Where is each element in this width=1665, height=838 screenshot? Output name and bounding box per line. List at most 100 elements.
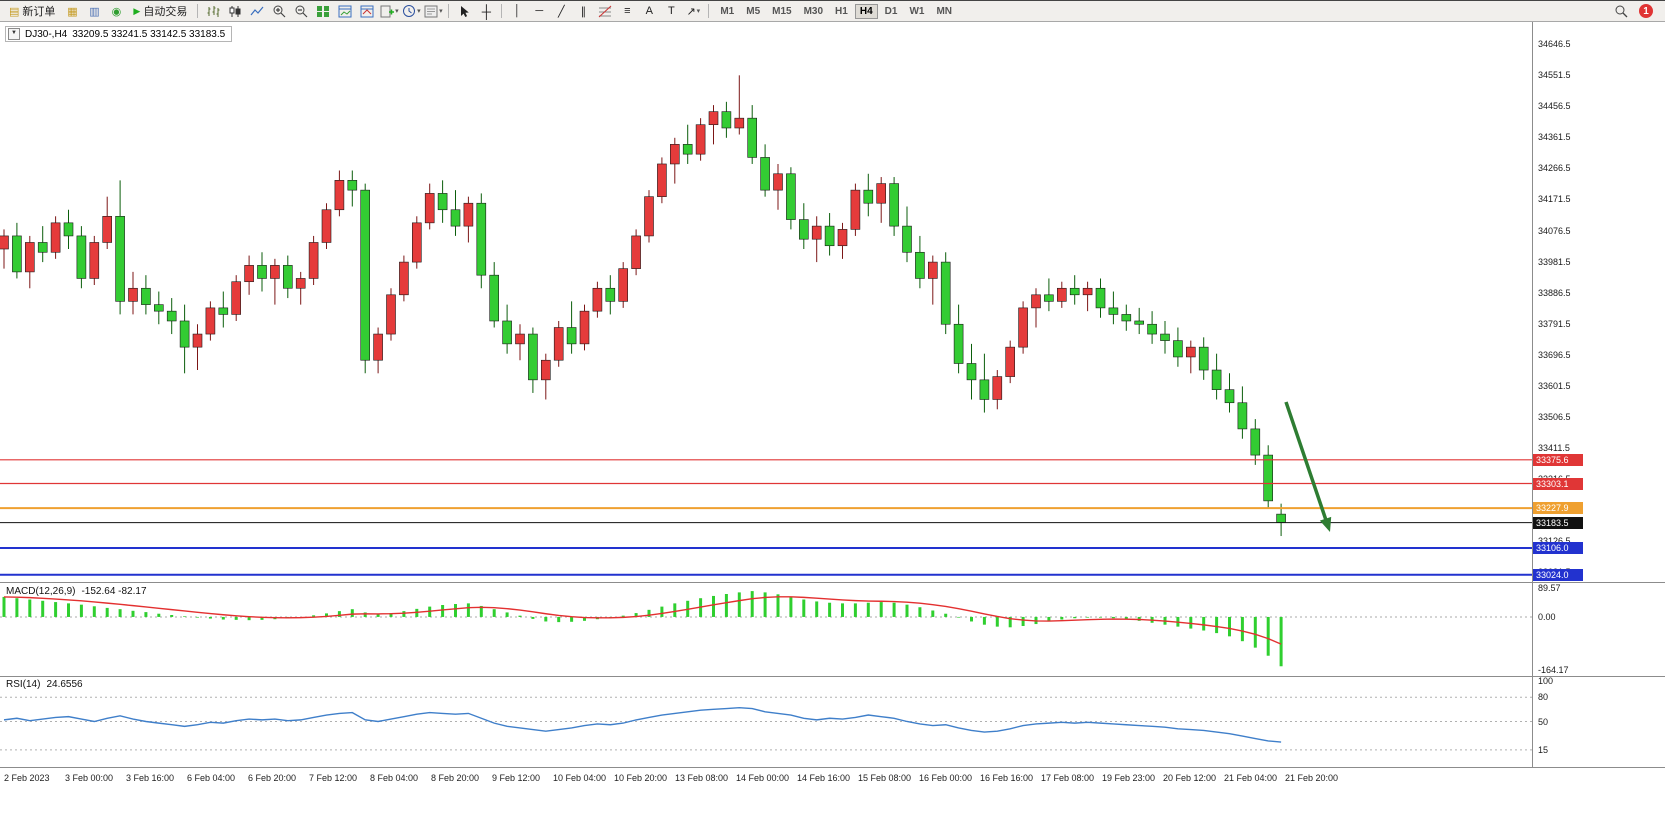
timeframe-button-M5[interactable]: M5 [746, 5, 761, 17]
chart-ohlc-values: 33209.5 33241.5 33142.5 33183.5 [72, 28, 226, 40]
time-axis-label: 3 Feb 00:00 [65, 773, 114, 783]
candlestick [1005, 346, 1016, 377]
candlestick [128, 287, 138, 302]
candlestick [270, 265, 280, 279]
candlestick [257, 265, 267, 279]
candlestick [540, 359, 551, 381]
ohlc-bars-chart-icon[interactable] [203, 3, 223, 19]
rsi-name: RSI(14) [6, 679, 41, 690]
candlestick [244, 265, 254, 283]
chart-title-box: ▼ DJ30-,H4 33209.5 33241.5 33142.5 33183… [5, 26, 233, 42]
timeframe-button-H1[interactable]: H1 [835, 5, 848, 17]
trendline-tool-icon[interactable]: ╱ [558, 5, 565, 18]
time-axis-label: 21 Feb 20:00 [1285, 773, 1339, 783]
zoom-out-glyph [295, 5, 308, 18]
time-axis-label: 9 Feb 12:00 [492, 773, 541, 783]
line-chart-icon[interactable] [247, 3, 267, 19]
dropdown-icon: ▾ [417, 8, 421, 15]
label-tool-icon[interactable]: T [667, 5, 675, 17]
macd-axis-label: -164.17 [1538, 665, 1569, 675]
timeframe-button-D1[interactable]: D1 [884, 5, 898, 17]
candlestick [798, 219, 809, 240]
timeframe-button-H4[interactable]: H4 [854, 3, 878, 19]
time-axis-label: 6 Feb 20:00 [248, 773, 297, 783]
channel-tool-icon[interactable]: ∥ [580, 5, 587, 18]
tile-windows-icon[interactable] [313, 3, 333, 19]
auto-arrange-icon[interactable] [357, 3, 377, 19]
notification-badge[interactable]: 1 [1639, 4, 1653, 18]
levels-tool-icon[interactable]: ≡ [624, 5, 631, 17]
horizontal-line-tool-icon[interactable]: ─ [535, 5, 544, 17]
macd-indicator-label: MACD(12,26,9) -152.64 -82.17 [6, 586, 147, 597]
add-indicator-button[interactable]: ▾ [379, 3, 399, 19]
crosshair-tool-icon[interactable]: ┼ [481, 3, 491, 19]
timeframe-button-M30[interactable]: M30 [803, 5, 824, 17]
candlestick [0, 235, 9, 250]
data-window-icon[interactable]: ▥ [89, 5, 100, 18]
candlestick [12, 235, 22, 273]
price-chart-pane[interactable]: ▼ DJ30-,H4 33209.5 33241.5 33142.5 33183… [0, 22, 1532, 582]
candlestick [566, 327, 577, 345]
candlestick-chart[interactable] [0, 22, 1532, 582]
candlestick [940, 261, 951, 325]
navigator-icon[interactable]: ◉ [111, 5, 122, 18]
candlestick [669, 144, 680, 165]
template-icon [424, 5, 438, 17]
candlestick [1186, 346, 1196, 358]
price-line-badge-33183.5: 33183.5 [1533, 516, 1583, 529]
timeframe-button-M1[interactable]: M1 [720, 5, 735, 17]
pane-separator[interactable] [0, 676, 1665, 677]
timeframe-button-MN[interactable]: MN [936, 5, 952, 17]
price-line-badge-33375.6: 33375.6 [1533, 453, 1583, 466]
candlestick-chart-icon[interactable] [225, 3, 245, 19]
new-order-button[interactable]: ▤ 新订单 [4, 2, 60, 20]
macd-indicator-pane[interactable]: MACD(12,26,9) -152.64 -82.17 [0, 584, 1532, 675]
trend-arrow-annotation[interactable] [1284, 401, 1330, 525]
candlestick [386, 294, 396, 335]
price-axis-label: 33601.5 [1538, 380, 1571, 391]
price-axis-label: 33981.5 [1538, 256, 1571, 267]
candlestick [373, 333, 383, 361]
periods-button[interactable]: ▾ [401, 3, 421, 19]
search-icon[interactable] [1611, 3, 1631, 19]
candlestick [24, 242, 35, 273]
add-indicator-glyph [380, 5, 395, 17]
candlestick [502, 320, 512, 345]
arrows-tool-button[interactable]: ↗ ▾ [683, 3, 703, 19]
timeframe-button-W1[interactable]: W1 [909, 5, 925, 17]
fibonacci-tool-icon[interactable] [595, 3, 615, 19]
candlestick [63, 222, 74, 237]
vertical-line-tool-icon[interactable]: │ [513, 5, 521, 17]
chart-window-icon[interactable] [335, 3, 355, 19]
rsi-indicator-pane[interactable]: RSI(14) 24.6556 [0, 677, 1532, 766]
price-axis-label: 33506.5 [1538, 411, 1571, 422]
price-axis-separator [1532, 22, 1533, 768]
market-watch-icon[interactable]: ▦ [67, 5, 78, 18]
price-axis-label: 34076.5 [1538, 225, 1571, 236]
price-axis-label: 33886.5 [1538, 287, 1571, 298]
pane-separator[interactable] [0, 767, 1665, 768]
timeframe-button-M15[interactable]: M15 [772, 5, 792, 17]
candlestick [979, 379, 990, 400]
chart-collapse-button[interactable]: ▼ [8, 28, 20, 40]
time-axis[interactable]: 2 Feb 2023 3 Feb 00:00 3 Feb 16:00 6 Feb 04… [0, 769, 1532, 787]
pane-separator[interactable] [0, 582, 1665, 583]
auto-trading-button[interactable]: ▶ 自动交易 [128, 2, 192, 20]
templates-button[interactable]: ▾ [423, 3, 443, 19]
cursor-tool-icon[interactable] [454, 3, 474, 19]
zoom-out-icon[interactable] [291, 3, 311, 19]
time-axis-label: 16 Feb 16:00 [980, 773, 1034, 783]
rsi-value: 24.6556 [46, 679, 83, 690]
candlestick [1108, 307, 1119, 315]
text-tool-icon[interactable]: A [645, 5, 653, 17]
search-glyph [1615, 5, 1628, 18]
price-axis[interactable]: 34646.5 34551.5 34456.5 34361.5 34266.5 34171… [1533, 22, 1664, 582]
zoom-in-icon[interactable] [269, 3, 289, 19]
time-axis-label: 7 Feb 12:00 [309, 773, 358, 783]
rsi-axis: 100 80 50 15 [1533, 676, 1664, 766]
zoom-in-glyph [273, 5, 286, 18]
candlestick [1121, 314, 1132, 322]
candlestick [876, 183, 887, 204]
candlestick [334, 180, 345, 211]
time-axis-label: 6 Feb 04:00 [187, 773, 236, 783]
